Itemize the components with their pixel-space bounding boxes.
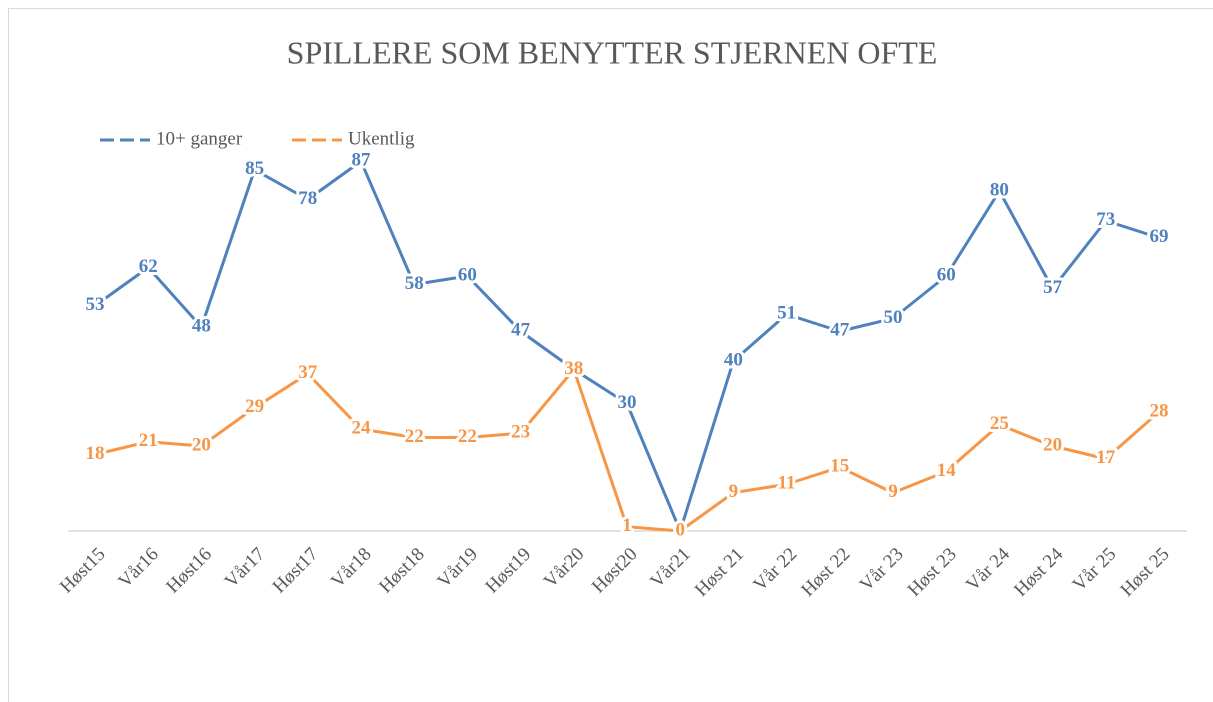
x-tick-label: Høst 25 <box>1117 544 1174 601</box>
data-label: 40 <box>724 349 743 370</box>
data-label: 20 <box>192 434 211 455</box>
data-label: 47 <box>511 320 531 341</box>
data-label: 18 <box>86 443 105 464</box>
data-label: 23 <box>511 422 530 443</box>
x-tick-label: Vår 25 <box>1069 544 1121 596</box>
data-label: 57 <box>1043 277 1063 298</box>
x-tick-label: Vår19 <box>434 544 482 592</box>
x-tick-label: Høst16 <box>162 544 216 598</box>
data-label: 11 <box>778 473 796 494</box>
data-label: 38 <box>564 358 583 379</box>
data-label: 0 <box>675 519 685 540</box>
data-label: 17 <box>1096 447 1116 468</box>
data-label: 58 <box>405 273 424 294</box>
data-label: 1 <box>622 515 632 536</box>
data-label: 48 <box>192 315 211 336</box>
data-label: 9 <box>729 481 739 502</box>
data-label: 73 <box>1096 209 1115 230</box>
data-label: 53 <box>86 294 105 315</box>
data-label: 25 <box>990 413 1009 434</box>
x-tick-label: Vår20 <box>540 544 588 592</box>
data-label: 22 <box>405 426 424 447</box>
x-tick-label: Vår 23 <box>856 544 908 596</box>
data-label: 20 <box>1043 434 1062 455</box>
data-label: 85 <box>245 158 264 179</box>
x-tick-label: Høst 24 <box>1010 543 1067 600</box>
data-label: 69 <box>1150 226 1169 247</box>
x-tick-label: Vår 24 <box>962 543 1014 595</box>
data-label: 62 <box>139 256 158 277</box>
data-label: 87 <box>352 150 372 171</box>
x-tick-label: Høst19 <box>482 544 536 598</box>
chart-title: SPILLERE SOM BENYTTER STJERNEN OFTE <box>287 34 938 70</box>
x-tick-label: Høst 23 <box>904 544 961 601</box>
data-label: 60 <box>458 264 477 285</box>
data-label: 9 <box>888 481 898 502</box>
data-label: 0 <box>675 519 685 540</box>
x-tick-label: Vår18 <box>327 544 375 592</box>
data-label: 38 <box>564 358 583 379</box>
data-label: 14 <box>937 460 957 481</box>
legend-label: 10+ ganger <box>156 128 243 149</box>
data-label: 21 <box>139 430 158 451</box>
data-label: 15 <box>830 456 849 477</box>
data-label: 78 <box>298 188 317 209</box>
x-tick-label: Høst18 <box>375 544 429 598</box>
x-tick-label: Vår17 <box>221 544 269 592</box>
legend-label: Ukentlig <box>348 128 415 149</box>
x-tick-label: Høst 22 <box>797 544 854 601</box>
data-label: 37 <box>298 362 318 383</box>
x-tick-label: Høst15 <box>56 544 110 598</box>
line <box>94 368 1160 533</box>
x-tick-label: Høst 21 <box>691 544 748 601</box>
data-label: 47 <box>830 320 850 341</box>
x-tick-label: Vår21 <box>646 544 694 592</box>
data-label: 29 <box>245 396 264 417</box>
data-label: 80 <box>990 179 1009 200</box>
data-label: 50 <box>884 307 903 328</box>
x-tick-label: Høst17 <box>269 544 323 598</box>
data-label: 22 <box>458 426 477 447</box>
data-label: 51 <box>777 303 796 324</box>
data-label: 24 <box>352 417 372 438</box>
data-label: 30 <box>618 392 637 413</box>
line <box>94 159 1160 533</box>
data-label: 60 <box>937 264 956 285</box>
chart-border <box>8 8 1213 702</box>
data-label: 28 <box>1150 400 1169 421</box>
x-tick-label: Vår 22 <box>749 544 801 596</box>
x-tick-label: Høst20 <box>588 544 642 598</box>
x-tick-label: Vår16 <box>114 544 162 592</box>
